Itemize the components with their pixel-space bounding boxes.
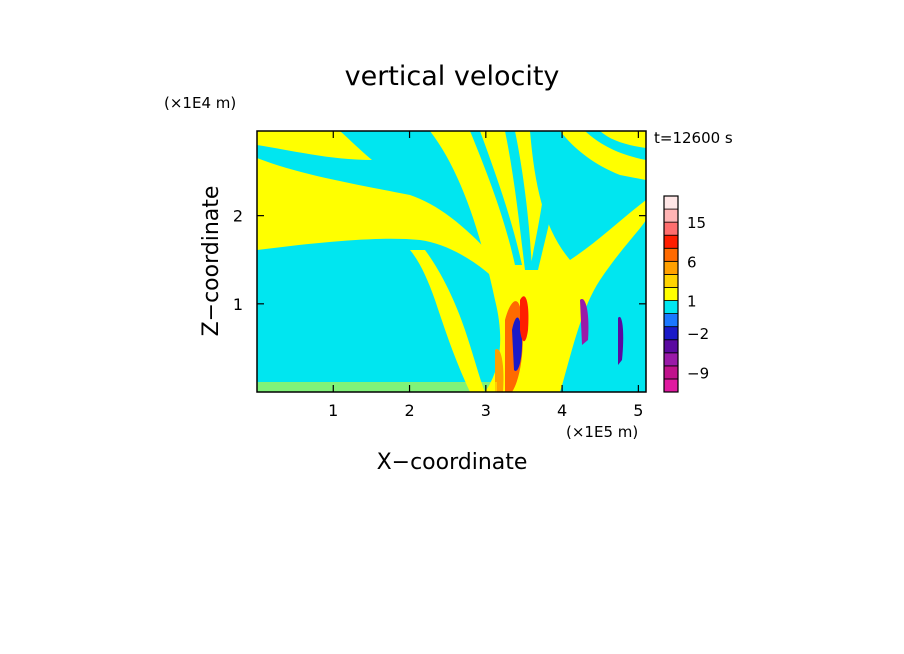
x-tick-label: 4 bbox=[557, 401, 567, 420]
colorbar-label: 1 bbox=[687, 293, 697, 311]
plot-frame bbox=[256, 130, 647, 393]
x-axis-label: X−coordinate bbox=[377, 450, 528, 475]
colorbar-frame bbox=[663, 195, 679, 393]
colorbar-swatch bbox=[663, 378, 679, 393]
colorbar-swatch bbox=[663, 365, 679, 380]
colorbar-swatch bbox=[663, 260, 679, 275]
field-positive-band-top bbox=[257, 131, 372, 160]
field-convective-cell-5 bbox=[618, 316, 624, 365]
y-axis-unit: (×1E4 m) bbox=[164, 94, 236, 112]
colorbar-swatch bbox=[663, 300, 679, 314]
colorbar-labels: −9 −2 1 6 15 bbox=[687, 214, 709, 382]
colorbar-swatch bbox=[663, 352, 679, 367]
field-positive-region-left-diagonal bbox=[410, 250, 485, 392]
field-convective-cell-2 bbox=[512, 317, 523, 371]
colorbar-swatch bbox=[663, 273, 679, 288]
y-axis-ticks: 12 bbox=[233, 207, 646, 314]
field-convective-cell-3 bbox=[520, 296, 529, 342]
field-negative-strip-2 bbox=[505, 131, 532, 270]
field-positive-streak-1 bbox=[560, 131, 646, 180]
colorbar-swatch bbox=[663, 234, 679, 249]
field-convective-cell-4 bbox=[580, 299, 589, 345]
colorbar-label: −2 bbox=[687, 325, 709, 343]
colorbar-label: 15 bbox=[687, 214, 706, 232]
heatmap-field bbox=[257, 131, 646, 392]
colorbar bbox=[663, 195, 679, 393]
colorbar-swatch bbox=[663, 326, 679, 341]
colorbar-label: −9 bbox=[687, 364, 709, 382]
colorbar-label: 6 bbox=[687, 253, 697, 271]
y-tick-label: 2 bbox=[233, 207, 243, 226]
colorbar-swatch bbox=[663, 208, 679, 223]
field-negative-strip-1 bbox=[470, 131, 522, 265]
field-surface-speckles bbox=[257, 382, 497, 392]
colorbar-swatch bbox=[663, 221, 679, 236]
chart-title: vertical velocity bbox=[345, 61, 560, 92]
field-positive-band-upper bbox=[257, 158, 520, 300]
field-negative-strip-3 bbox=[530, 150, 560, 270]
colorbar-swatch bbox=[663, 287, 679, 301]
colorbar-swatch bbox=[663, 247, 679, 262]
time-label: t=12600 s bbox=[654, 129, 733, 147]
x-axis-ticks: 1 2 3 4 5 bbox=[328, 131, 643, 420]
x-tick-label: 1 bbox=[328, 401, 338, 420]
y-tick-label: 1 bbox=[233, 295, 243, 314]
colorbar-swatch bbox=[663, 313, 679, 328]
x-tick-label: 2 bbox=[404, 401, 414, 420]
x-tick-label: 3 bbox=[481, 401, 491, 420]
y-axis-label: Z−coordinate bbox=[199, 186, 224, 337]
colorbar-swatch bbox=[663, 339, 679, 354]
field-convective-cell-6 bbox=[495, 349, 504, 392]
field-positive-streak-2 bbox=[600, 131, 646, 148]
x-axis-unit: (×1E5 m) bbox=[566, 423, 638, 441]
colorbar-swatch bbox=[663, 195, 679, 210]
x-tick-label: 5 bbox=[633, 401, 643, 420]
